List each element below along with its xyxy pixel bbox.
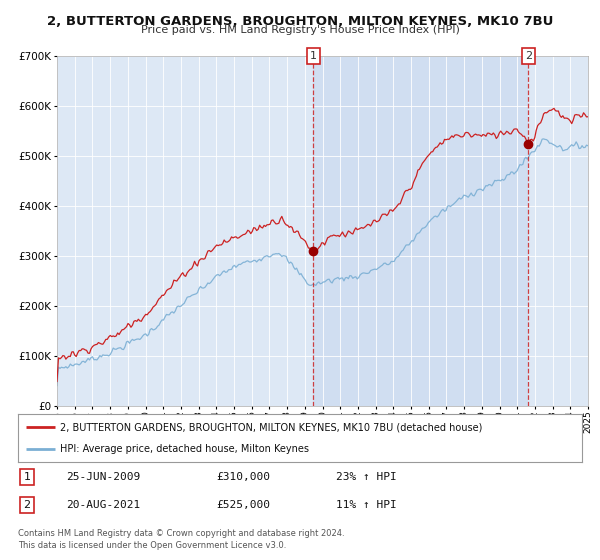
Text: £525,000: £525,000: [216, 500, 270, 510]
Text: 2, BUTTERTON GARDENS, BROUGHTON, MILTON KEYNES, MK10 7BU: 2, BUTTERTON GARDENS, BROUGHTON, MILTON …: [47, 15, 553, 27]
Text: £310,000: £310,000: [216, 472, 270, 482]
Text: 1: 1: [23, 472, 31, 482]
Text: 2, BUTTERTON GARDENS, BROUGHTON, MILTON KEYNES, MK10 7BU (detached house): 2, BUTTERTON GARDENS, BROUGHTON, MILTON …: [60, 422, 482, 432]
Bar: [313, 56, 529, 406]
Text: 11% ↑ HPI: 11% ↑ HPI: [336, 500, 397, 510]
Text: This data is licensed under the Open Government Licence v3.0.: This data is licensed under the Open Gov…: [18, 542, 286, 550]
Text: 2: 2: [525, 51, 532, 61]
Text: 1: 1: [310, 51, 317, 61]
Text: 25-JUN-2009: 25-JUN-2009: [66, 472, 140, 482]
Text: 23% ↑ HPI: 23% ↑ HPI: [336, 472, 397, 482]
Text: HPI: Average price, detached house, Milton Keynes: HPI: Average price, detached house, Milt…: [60, 444, 310, 454]
Text: 20-AUG-2021: 20-AUG-2021: [66, 500, 140, 510]
Text: 2: 2: [23, 500, 31, 510]
Text: Contains HM Land Registry data © Crown copyright and database right 2024.: Contains HM Land Registry data © Crown c…: [18, 529, 344, 538]
Text: Price paid vs. HM Land Registry's House Price Index (HPI): Price paid vs. HM Land Registry's House …: [140, 25, 460, 35]
